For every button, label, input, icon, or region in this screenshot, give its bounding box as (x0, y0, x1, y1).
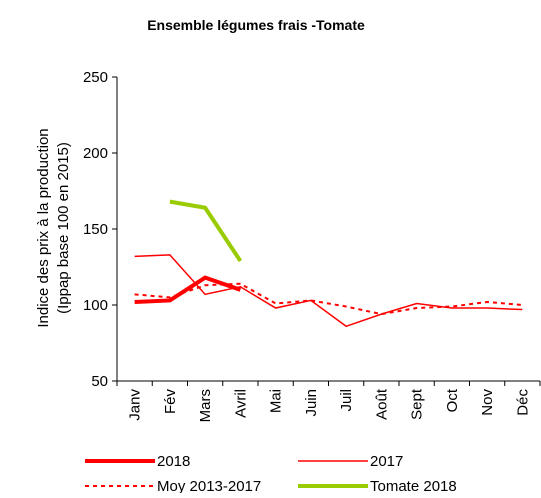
legend-label: Tomate 2018 (370, 478, 457, 493)
x-tick-label: Mars (197, 389, 214, 422)
x-tick-label: Nov (479, 389, 496, 416)
x-tick-label: Oct (444, 388, 461, 412)
y-tick-label: 50 (91, 373, 108, 390)
x-tick-label: Mai (268, 389, 285, 413)
x-tick-label: Janv (127, 389, 144, 421)
chart-title: Ensemble légumes frais -Tomate (147, 17, 365, 33)
y-axis-label: Indice des prix à la production (35, 128, 52, 327)
x-tick-label: Avril (232, 389, 249, 418)
y-tick-label: 150 (83, 221, 108, 238)
legend-label: 2017 (370, 453, 403, 470)
y-axis-label: (Ippap base 100 en 2015) (55, 142, 72, 314)
legend-label: 2018 (157, 453, 190, 470)
legend-label: Moy 2013-2017 (157, 478, 261, 493)
y-tick-label: 200 (83, 145, 108, 162)
x-tick-label: Sept (409, 388, 426, 420)
x-tick-label: Fév (162, 389, 179, 415)
x-tick-label: Juil (338, 389, 355, 412)
y-tick-label: 250 (83, 69, 108, 86)
x-tick-label: Août (373, 388, 390, 420)
x-tick-label: Déc (514, 389, 531, 416)
series-line (134, 254, 523, 328)
series-line (134, 282, 523, 316)
series-line (169, 199, 243, 263)
y-tick-label: 100 (83, 297, 108, 314)
x-tick-label: Juin (303, 389, 320, 417)
